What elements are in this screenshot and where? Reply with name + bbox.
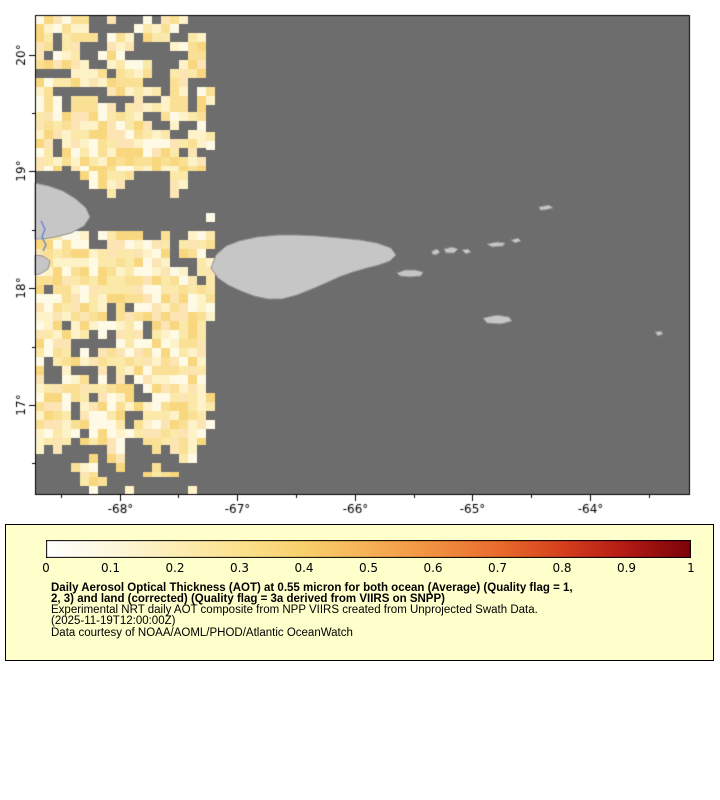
- colorbar-tick-label: 0: [42, 561, 50, 575]
- colorbar-tick-label: 1: [687, 561, 695, 575]
- legend-caption-line-1: Daily Aerosol Optical Thickness (AOT) at…: [51, 582, 573, 594]
- legend-description: Experimental NRT daily AOT composite fro…: [51, 604, 538, 616]
- legend-credit: Data courtesy of NOAA/AOML/PHOD/Atlantic…: [51, 627, 353, 639]
- colorbar-tick-label: 0.8: [552, 561, 572, 575]
- colorbar-tick-label: 0.7: [487, 561, 508, 575]
- aot-map: [0, 0, 720, 520]
- legend-box: 0 0.1 0.2 0.3 0.4 0.5 0.6 0.7 0.8 0.9 1 Daily Aero…: [5, 524, 714, 661]
- colorbar-gradient: [46, 540, 691, 558]
- colorbar-tick-label: 0.3: [229, 561, 250, 575]
- colorbar-tick-label: 0.5: [358, 561, 379, 575]
- colorbar-tick-labels: 0 0.1 0.2 0.3 0.4 0.5 0.6 0.7 0.8 0.9 1: [42, 561, 695, 576]
- colorbar-tick-label: 0.4: [294, 561, 314, 575]
- colorbar-tick-label: 0.6: [423, 561, 443, 575]
- colorbar-tick-label: 0.9: [616, 561, 637, 575]
- legend-caption-line-2: 2, 3) and land (corrected) (Quality flag…: [51, 593, 445, 605]
- colorbar-tick-label: 0.1: [100, 561, 121, 575]
- colorbar-tick-label: 0.2: [165, 561, 185, 575]
- legend-timestamp: (2025-11-19T12:00:00Z): [51, 615, 176, 627]
